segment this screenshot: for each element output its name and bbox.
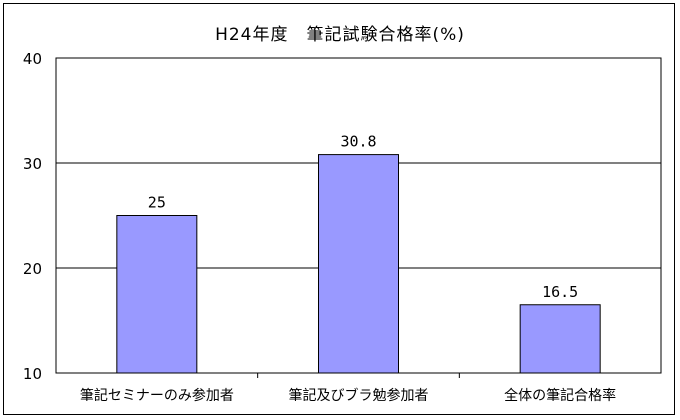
- bar-2: [519, 304, 601, 374]
- x-category-label: 筆記セミナーのみ参加者: [80, 387, 234, 404]
- y-tick-label: 40: [23, 50, 42, 68]
- data-label: 30.8: [340, 133, 376, 151]
- x-category-label: 全体の筆記合格率: [504, 387, 616, 404]
- y-tick-label: 10: [23, 365, 42, 383]
- plot-area-border: [55, 57, 662, 374]
- bar-0: [116, 215, 198, 374]
- chart-title: H24年度 筆記試験合格率(%): [215, 25, 465, 45]
- data-label: 25: [148, 194, 166, 212]
- data-label: 16.5: [542, 283, 578, 301]
- y-tick-label: 30: [23, 155, 42, 173]
- x-category-label: 筆記及びブラ勉参加者: [289, 387, 429, 404]
- bar-1: [318, 154, 399, 374]
- y-tick-label: 20: [23, 260, 42, 278]
